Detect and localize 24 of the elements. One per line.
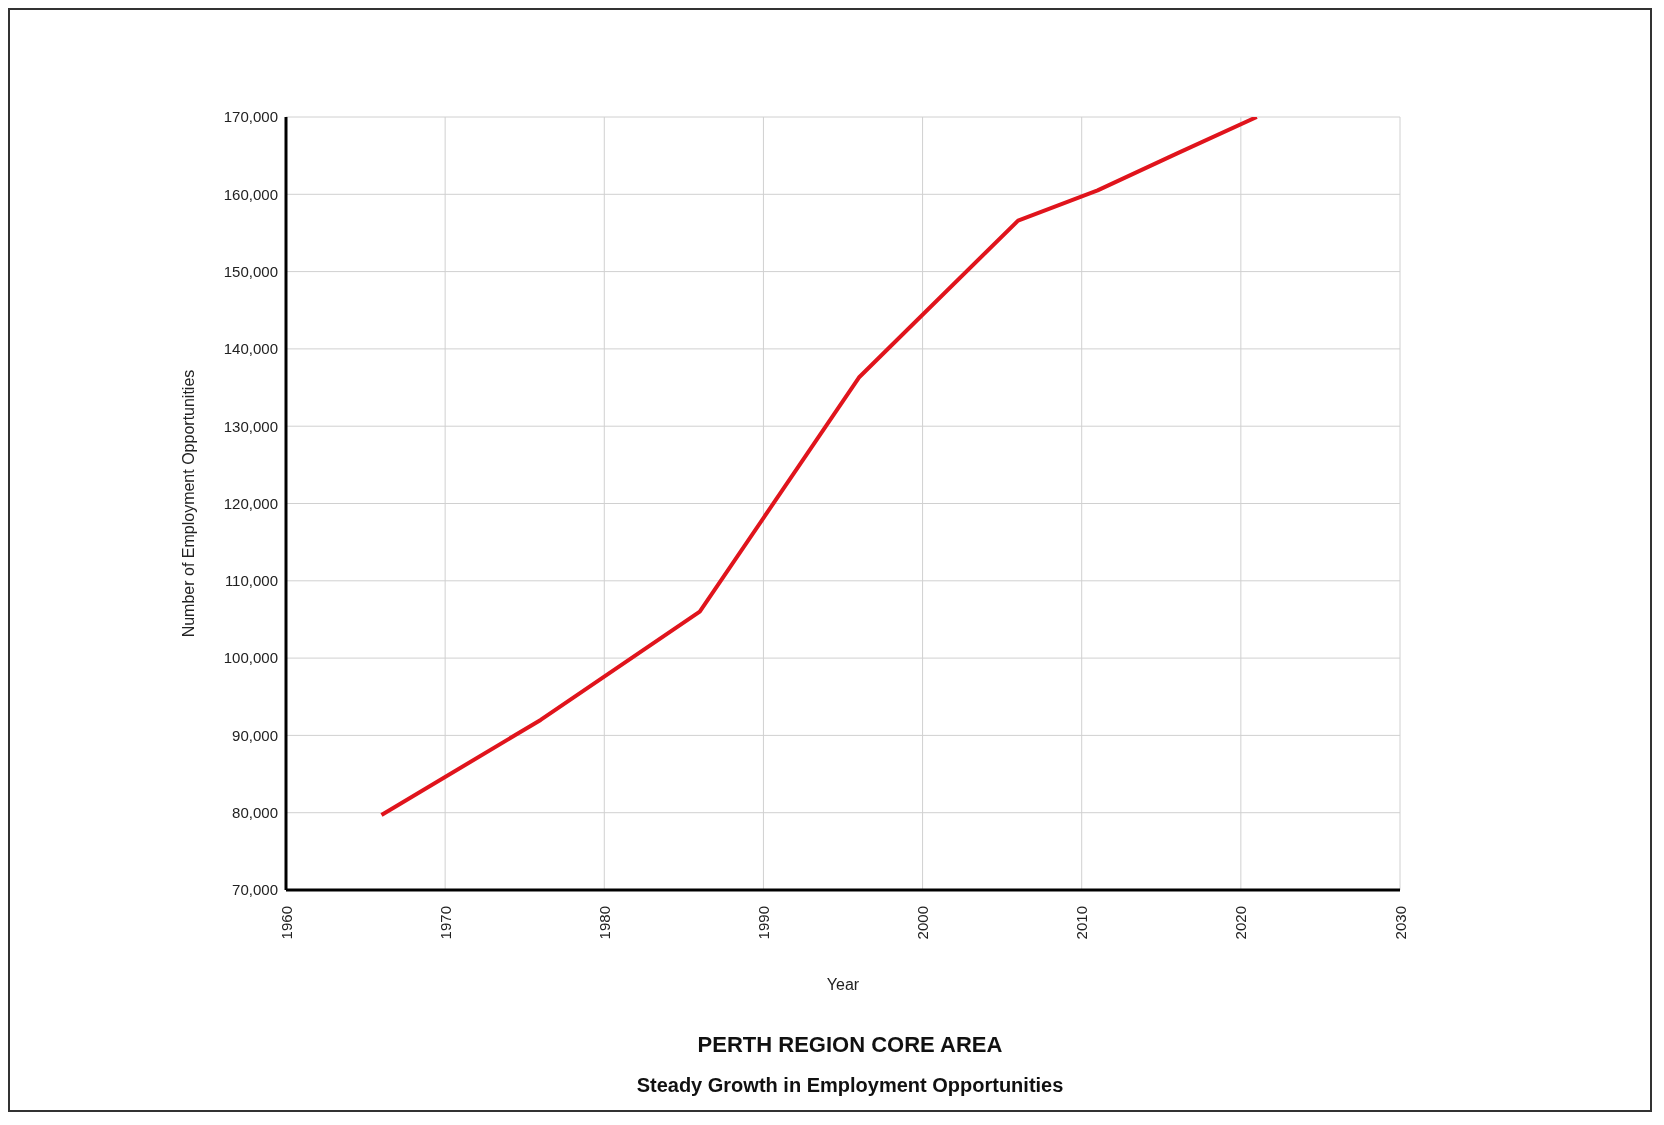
x-tick-label: 2010 xyxy=(1073,906,1091,940)
x-axis-title: Year xyxy=(826,976,860,993)
y-tick-label: 80,000 xyxy=(232,804,278,822)
x-tick-label: 2020 xyxy=(1232,906,1250,940)
x-tick-label: 2000 xyxy=(914,906,932,940)
y-tick-label: 140,000 xyxy=(223,340,278,358)
y-tick-label: 90,000 xyxy=(232,726,278,744)
y-tick-label: 120,000 xyxy=(223,494,278,512)
x-tick-label: 1970 xyxy=(436,906,454,940)
y-tick-label: 70,000 xyxy=(232,881,278,899)
y-tick-label: 100,000 xyxy=(223,649,278,667)
x-tick-label: 1990 xyxy=(754,906,772,940)
y-tick-label: 110,000 xyxy=(224,572,278,590)
line-series xyxy=(379,117,1259,818)
x-tick-label: 2030 xyxy=(1391,906,1409,940)
text: PERTH REGION CORE AREA xyxy=(696,1032,1004,1058)
y-tick-label: 130,000 xyxy=(223,417,278,435)
x-tick-label: 1980 xyxy=(595,906,613,940)
y-axis-title: Number of Employment Opportunities xyxy=(179,369,197,638)
text: Steady Growth in Employment Opportunities xyxy=(635,1074,1065,1097)
x-tick-label: 1960 xyxy=(277,906,295,940)
y-tick-label: 160,000 xyxy=(223,185,278,203)
y-tick-label: 170,000 xyxy=(223,108,278,126)
y-tick-label: 150,000 xyxy=(223,262,278,280)
